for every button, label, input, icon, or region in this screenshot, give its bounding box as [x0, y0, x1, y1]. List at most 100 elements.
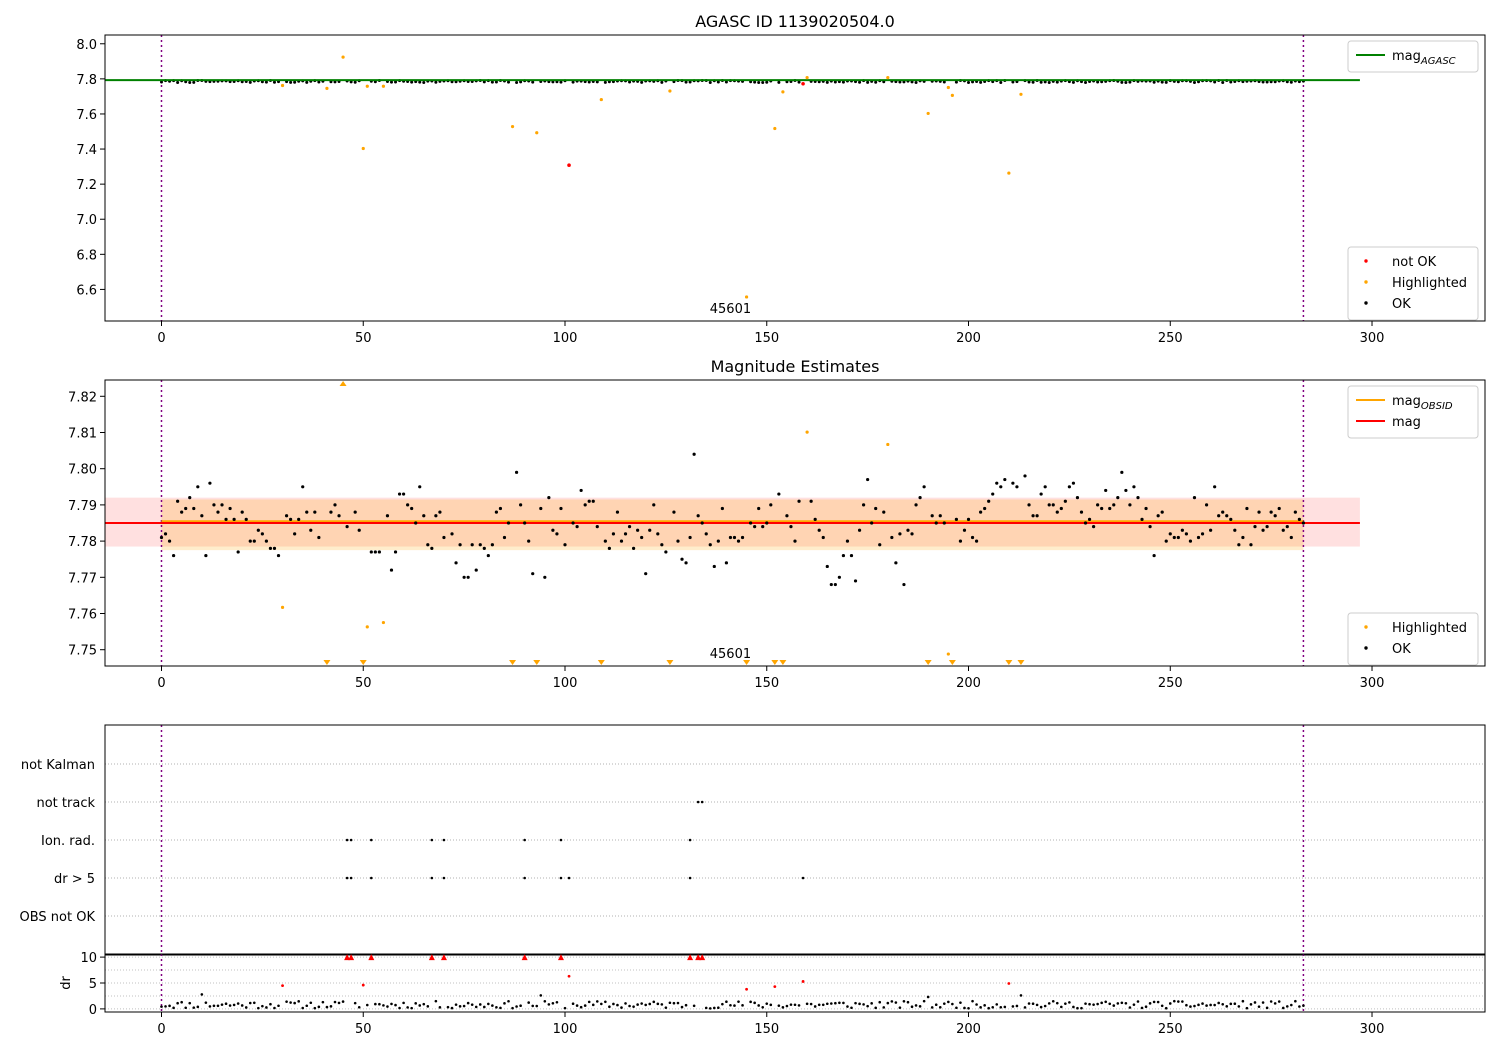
flag-point [688, 838, 692, 842]
highlighted-point [341, 55, 345, 59]
ok-point [938, 514, 942, 518]
dr-ok-point [757, 1004, 760, 1007]
highlighted-point [773, 126, 777, 131]
ok-point [708, 543, 712, 547]
dr-ok-point [898, 1006, 902, 1009]
ok-point [547, 496, 551, 500]
dr-ok-point [539, 994, 543, 997]
dr-ok-point [1116, 1002, 1120, 1005]
dr-ok-point [1112, 1004, 1116, 1007]
legend-label: Highlighted [1392, 621, 1467, 636]
dr-ok-point [321, 1000, 325, 1004]
ok-point [962, 528, 967, 532]
dr-ok-point [470, 1003, 474, 1006]
dr-ok-point [1064, 1002, 1067, 1005]
x-tick-label: 250 [1158, 331, 1183, 346]
ok-point [1289, 80, 1293, 84]
ok-point [999, 81, 1003, 85]
highlighted-point [361, 146, 365, 151]
highlighted-lower-marker [771, 660, 779, 665]
ok-point [623, 532, 628, 536]
dr-ok-point [434, 999, 438, 1003]
ok-point [519, 80, 523, 84]
dr-ok-point [1124, 1002, 1128, 1005]
dr-ok-point [1265, 1006, 1269, 1010]
ok-point [313, 510, 317, 514]
dr-ok-point [797, 1004, 801, 1007]
x-tick-label: 0 [157, 676, 165, 691]
dr-ok-point [365, 1003, 369, 1007]
dr-ok-point [317, 1005, 321, 1009]
ok-point [631, 546, 636, 550]
dr-ok-point [704, 1006, 708, 1010]
dr-ok-point [527, 1001, 530, 1004]
ok-point [385, 514, 390, 518]
ok-point [410, 80, 414, 84]
ok-point [1249, 543, 1253, 547]
dr-ok-point [1104, 1000, 1108, 1004]
ok-point [369, 550, 373, 554]
y-tick-label: 8.0 [76, 38, 97, 53]
ok-point [1047, 503, 1051, 507]
dr-ok-point [789, 1003, 793, 1006]
ok-point [1156, 514, 1160, 518]
dr-clipped-marker [521, 954, 528, 961]
ok-point [1128, 503, 1132, 507]
dr-ok-point [979, 1006, 982, 1009]
y-tick-label: 7.78 [68, 535, 97, 550]
ok-point [777, 80, 781, 84]
highlighted-point [510, 124, 515, 129]
ok-point [1003, 477, 1007, 482]
flag-point [430, 838, 434, 842]
dr-ok-point [938, 1005, 942, 1009]
dr-ok-point [240, 1004, 244, 1007]
dr-highlighted-point [567, 974, 571, 978]
ok-point [159, 535, 164, 540]
dr-ok-point [1185, 1003, 1188, 1007]
y-tick-label: 7.81 [68, 426, 97, 441]
ok-point [317, 80, 321, 84]
ok-point [656, 532, 660, 536]
ok-point [1237, 543, 1241, 547]
highlighted-point [946, 652, 950, 656]
dr-ok-point [894, 1001, 898, 1004]
ok-point [890, 535, 894, 540]
ok-point [724, 80, 728, 84]
y-tick-label: 7.82 [68, 390, 97, 405]
dr-ok-point [1027, 1002, 1031, 1005]
x-tick-label: 250 [1158, 676, 1183, 691]
dr-ok-point [983, 1004, 986, 1007]
panel1-plot-content: 0 50 100 150 200 250 300 6.6 6.8 7.0 7.2 7.4 7.6 7.8 8… [76, 35, 1384, 346]
ok-point [757, 80, 761, 84]
flag-point [345, 876, 349, 880]
ok-point [857, 528, 862, 532]
ok-point [837, 575, 841, 579]
ok-point [1055, 80, 1059, 84]
ok-point [1059, 506, 1063, 511]
ok-point [858, 80, 862, 84]
ok-point [684, 80, 688, 84]
dr-highlighted-point [1007, 982, 1011, 985]
dr-ok-point [821, 1003, 825, 1007]
ok-point [1269, 510, 1273, 514]
ok-point [410, 506, 414, 511]
dr-highlighted-point [361, 983, 365, 987]
ok-point [248, 539, 252, 543]
dr-ok-point [765, 1002, 769, 1005]
ok-point [971, 80, 975, 84]
ok-point [176, 80, 180, 84]
ok-point [954, 80, 958, 84]
ok-point [825, 564, 829, 569]
y-tick-label: 6.6 [76, 283, 97, 298]
ok-point [833, 80, 837, 84]
ok-point [1152, 80, 1156, 84]
dr-ok-point [769, 1003, 773, 1007]
flag-point [700, 800, 704, 804]
dr-ok-point [1181, 1000, 1184, 1003]
dr-ok-point [866, 1004, 869, 1008]
dr-ok-point [478, 1003, 482, 1006]
flags-panel: not Kalman not track Ion. rad. dr > 5 OBS no… [20, 724, 1486, 956]
dr-ok-point [1193, 1004, 1196, 1008]
ok-point [192, 80, 196, 84]
